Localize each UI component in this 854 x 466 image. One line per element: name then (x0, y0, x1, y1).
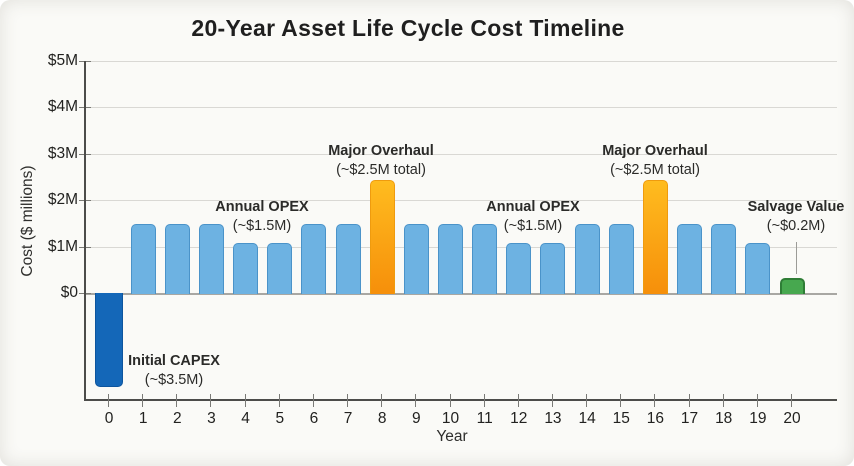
annotation-initial-capex: Initial CAPEX (~$3.5M) (128, 352, 220, 391)
x-tick-mark-14 (586, 394, 588, 407)
x-tick-mark-8 (381, 394, 383, 407)
x-tick-label-14: 14 (578, 410, 596, 427)
chart-title: 20-Year Asset Life Cycle Cost Timeline (191, 15, 625, 41)
annotation-major-overhaul-left-title: Major Overhaul (328, 143, 434, 159)
x-tick-mark-17 (688, 394, 690, 407)
x-tick-label-12: 12 (510, 410, 528, 427)
x-tick-label-15: 15 (612, 410, 630, 427)
annotation-major-overhaul-left: Major Overhaul (~$2.5M total) (328, 142, 434, 181)
x-tick-mark-15 (620, 394, 622, 407)
annotation-major-overhaul-right-value: (~$2.5M total) (610, 162, 700, 179)
y-axis-line (84, 61, 86, 401)
y-tick-label-$1M: $1M (47, 237, 78, 255)
x-tick-label-3: 3 (207, 410, 216, 427)
bar-year-16-overhaul (642, 180, 668, 294)
x-tick-label-9: 9 (412, 410, 421, 427)
x-tick-mark-18 (722, 394, 724, 407)
annotation-initial-capex-value: (~$3.5M) (144, 372, 204, 389)
bar-year-3-opex (198, 224, 224, 294)
x-tick-label-0: 0 (104, 410, 114, 427)
bar-year-12-opex (506, 242, 532, 294)
x-tick-label-5: 5 (275, 410, 285, 427)
annotation-annual-opex-left-title: Annual OPEX (215, 199, 309, 215)
x-tick-mark-2 (176, 394, 178, 407)
x-tick-mark-16 (654, 394, 656, 407)
x-tick-mark-11 (483, 394, 485, 407)
y-tick-label-$5M: $5M (47, 52, 78, 69)
x-axis-line (84, 399, 837, 401)
x-tick-label-2: 2 (172, 410, 182, 427)
y-tick-label-$2M: $2M (47, 191, 78, 209)
gridline-$5M (85, 61, 837, 62)
bar-year-19-opex (745, 242, 771, 294)
bar-year-6-opex (301, 224, 327, 294)
annotation-major-overhaul-right-title: Major Overhaul (602, 143, 708, 159)
bar-year-5-opex (267, 242, 293, 294)
x-tick-label-11: 11 (476, 410, 493, 427)
bar-year-2-opex (164, 224, 190, 294)
x-tick-mark-13 (551, 394, 553, 407)
x-tick-label-13: 13 (544, 410, 562, 427)
x-tick-mark-6 (312, 394, 314, 407)
x-axis-title: Year (436, 428, 468, 445)
bar-year-14-opex (574, 224, 600, 294)
annotation-salvage-value-leader-line (796, 242, 797, 274)
x-tick-label-6: 6 (309, 410, 319, 427)
x-tick-label-17: 17 (680, 410, 699, 427)
annotation-salvage-value: Salvage Value (~$0.2M) (748, 198, 845, 237)
bar-year-17-opex (677, 224, 703, 294)
x-tick-mark-4 (244, 394, 246, 407)
x-tick-label-16: 16 (646, 410, 665, 427)
x-tick-mark-0 (108, 394, 109, 407)
bar-year-4-opex (233, 242, 259, 294)
bar-year-20-salvage (779, 277, 805, 294)
bar-year-8-overhaul (369, 180, 395, 294)
annotation-annual-opex-left: Annual OPEX (~$1.5M) (215, 198, 308, 237)
bar-year-0-capex (95, 293, 123, 387)
bar-year-7-opex (335, 224, 361, 294)
bar-year-18-opex (711, 224, 737, 294)
x-tick-mark-7 (347, 394, 349, 407)
x-tick-label-4: 4 (241, 410, 250, 427)
x-tick-label-7: 7 (343, 410, 353, 427)
annotation-initial-capex-title: Initial CAPEX (128, 353, 220, 369)
annotation-salvage-value-title: Salvage Value (747, 199, 845, 215)
annotation-major-overhaul-left-value: (~$2.5M total) (336, 162, 426, 179)
gridline-$2M (85, 200, 837, 202)
x-tick-label-10: 10 (441, 410, 460, 427)
gridline-$4M (85, 107, 837, 109)
annotation-annual-opex-right: Annual OPEX (~$1.5M) (486, 198, 579, 237)
gridline-$3M (85, 153, 837, 155)
x-tick-label-19: 19 (749, 410, 767, 427)
bar-year-1-opex (130, 224, 156, 294)
y-axis-title: Cost ($ millions) (19, 165, 36, 277)
x-tick-mark-3 (210, 394, 212, 407)
annotation-salvage-value-value: (~$0.2M) (766, 218, 826, 235)
x-tick-label-1: 1 (138, 410, 148, 427)
x-tick-label-8: 8 (377, 410, 387, 427)
x-tick-label-20: 20 (783, 410, 801, 427)
bar-year-15-opex (608, 224, 634, 294)
x-tick-mark-5 (278, 394, 280, 407)
annotation-major-overhaul-right: Major Overhaul (~$2.5M total) (602, 142, 708, 181)
x-tick-label-18: 18 (715, 410, 733, 427)
bar-year-10-opex (438, 224, 463, 294)
x-tick-mark-20 (791, 394, 792, 407)
zero-gridline (85, 293, 837, 295)
y-tick-label-$3M: $3M (47, 144, 78, 162)
y-tick-label-$4M: $4M (47, 98, 78, 116)
x-tick-mark-1 (142, 394, 144, 407)
y-tick-label-$0: $0 (60, 284, 78, 301)
x-tick-mark-19 (756, 394, 758, 407)
annotation-annual-opex-right-title: Annual OPEX (486, 199, 580, 215)
annotation-annual-opex-right-value: (~$1.5M) (503, 218, 563, 235)
bar-year-9-opex (403, 224, 429, 294)
annotation-annual-opex-left-value: (~$1.5M) (232, 218, 292, 235)
bar-year-11-opex (472, 224, 498, 294)
bar-year-13-opex (540, 242, 566, 294)
x-tick-mark-9 (415, 394, 417, 407)
x-tick-mark-10 (449, 394, 451, 407)
x-tick-mark-12 (517, 394, 519, 407)
